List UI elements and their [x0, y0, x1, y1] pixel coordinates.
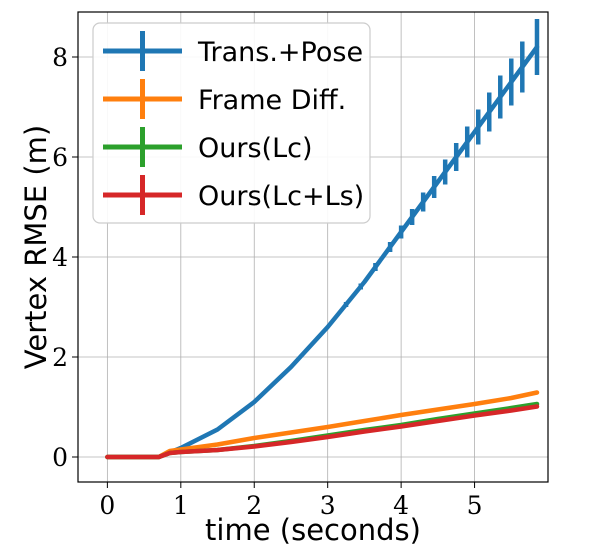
legend-label: Ours(Lc+Ls)	[198, 181, 364, 212]
x-tick-label: 3	[320, 491, 336, 520]
series-line-3	[105, 404, 540, 460]
y-tick-label: 6	[52, 143, 68, 172]
series-line-1	[105, 390, 540, 460]
y-axis-label: Vertex RMSE (m)	[19, 125, 53, 369]
x-tick-label: 4	[393, 491, 409, 520]
tick-layer: 0 1 2 3 4 5 0 2 4 6 8	[52, 43, 482, 520]
legend-box	[92, 22, 371, 224]
x-tick-label: 5	[467, 491, 483, 520]
legend-label: Frame Diff.	[198, 85, 346, 116]
legend-label: Ours(Lc)	[198, 133, 313, 164]
plot-frame	[77, 11, 549, 483]
x-axis-label: time (seconds)	[205, 513, 421, 547]
x-tick-label: 1	[173, 491, 189, 520]
legend-label: Trans.+Pose	[197, 37, 363, 68]
y-tick-label: 4	[52, 243, 68, 272]
x-tick-label: 2	[246, 491, 262, 520]
y-tick-label: 8	[52, 43, 68, 72]
x-tick-label: 0	[99, 491, 115, 520]
y-tick-label: 2	[52, 343, 68, 372]
y-tick-label: 0	[52, 443, 68, 472]
legend: Trans.+Pose Frame Diff. Ours(Lc) Ours(Lc+Ls…	[92, 22, 371, 224]
series-layer	[105, 19, 540, 460]
